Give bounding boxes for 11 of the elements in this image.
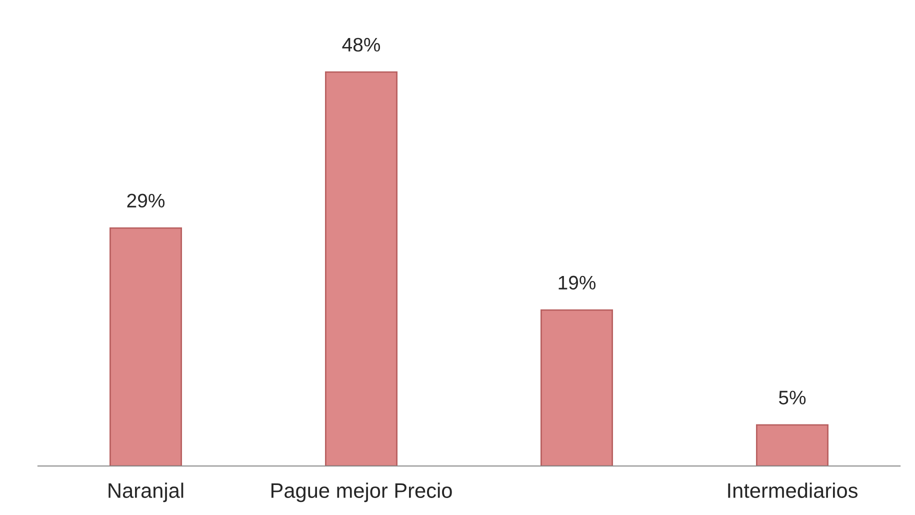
bar bbox=[756, 424, 829, 466]
x-tick-label: Naranjal bbox=[108, 482, 184, 502]
data-label: 48% bbox=[342, 38, 380, 52]
data-label: 19% bbox=[558, 276, 596, 290]
x-tick-label: Intermediarios bbox=[728, 482, 858, 498]
bar bbox=[110, 227, 182, 466]
bar bbox=[540, 309, 614, 466]
x-tick-label: Pague mejor Precio bbox=[271, 482, 452, 502]
data-label: 5% bbox=[778, 390, 806, 404]
bar bbox=[325, 71, 398, 466]
data-label: 29% bbox=[127, 194, 165, 208]
